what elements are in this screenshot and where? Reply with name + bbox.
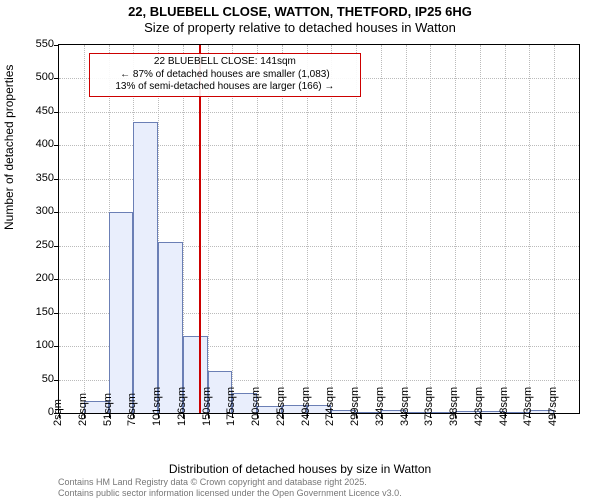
y-tick <box>54 179 59 180</box>
x-tick-label: 348sqm <box>399 387 411 426</box>
y-tick-label: 400 <box>14 138 54 150</box>
x-tick-label: 324sqm <box>374 387 386 426</box>
grid-line-vertical <box>554 45 555 413</box>
grid-line-vertical <box>307 45 308 413</box>
grid-line-vertical <box>529 45 530 413</box>
grid-line-vertical <box>282 45 283 413</box>
y-tick-label: 100 <box>14 339 54 351</box>
reference-line <box>199 45 201 413</box>
y-tick <box>54 145 59 146</box>
grid-line-vertical <box>331 45 332 413</box>
y-tick-label: 300 <box>14 205 54 217</box>
chart-container: 22, BLUEBELL CLOSE, WATTON, THETFORD, IP… <box>0 0 600 500</box>
grid-line-vertical <box>232 45 233 413</box>
x-tick-label: 2sqm <box>52 399 64 426</box>
grid-line-vertical <box>381 45 382 413</box>
annotation-box: 22 BLUEBELL CLOSE: 141sqm← 87% of detach… <box>89 53 361 97</box>
y-tick <box>54 45 59 46</box>
x-tick-label: 398sqm <box>448 387 460 426</box>
x-tick-label: 299sqm <box>349 387 361 426</box>
x-tick-label: 101sqm <box>151 387 163 426</box>
y-tick-label: 450 <box>14 105 54 117</box>
y-tick-label: 0 <box>14 406 54 418</box>
grid-line-vertical <box>84 45 85 413</box>
x-tick-label: 274sqm <box>324 387 336 426</box>
y-tick-label: 150 <box>14 306 54 318</box>
y-tick-label: 50 <box>14 373 54 385</box>
x-tick-label: 76sqm <box>126 393 138 426</box>
y-tick-label: 500 <box>14 71 54 83</box>
y-tick <box>54 112 59 113</box>
x-tick-label: 150sqm <box>201 387 213 426</box>
grid-line-vertical <box>257 45 258 413</box>
x-tick-label: 373sqm <box>423 387 435 426</box>
x-tick-label: 175sqm <box>225 387 237 426</box>
y-tick <box>54 279 59 280</box>
y-tick-label: 350 <box>14 172 54 184</box>
plot-area: 22 BLUEBELL CLOSE: 141sqm← 87% of detach… <box>58 44 580 414</box>
y-tick <box>54 78 59 79</box>
chart-title-main: 22, BLUEBELL CLOSE, WATTON, THETFORD, IP… <box>0 4 600 20</box>
grid-line-vertical <box>480 45 481 413</box>
chart-title-block: 22, BLUEBELL CLOSE, WATTON, THETFORD, IP… <box>0 0 600 37</box>
grid-line-vertical <box>430 45 431 413</box>
chart-title-sub: Size of property relative to detached ho… <box>0 20 600 36</box>
y-tick-label: 250 <box>14 239 54 251</box>
y-tick-label: 550 <box>14 38 54 50</box>
x-tick-label: 26sqm <box>77 393 89 426</box>
footer-line-1: Contains HM Land Registry data © Crown c… <box>58 477 402 487</box>
histogram-bar <box>133 122 158 413</box>
x-tick-label: 225sqm <box>275 387 287 426</box>
grid-line-horizontal <box>59 112 579 113</box>
x-tick-label: 497sqm <box>547 387 559 426</box>
x-tick-label: 51sqm <box>102 393 114 426</box>
grid-line-vertical <box>455 45 456 413</box>
annotation-line: 22 BLUEBELL CLOSE: 141sqm <box>94 56 356 69</box>
grid-line-vertical <box>208 45 209 413</box>
annotation-line: 13% of semi-detached houses are larger (… <box>94 81 356 94</box>
y-tick <box>54 313 59 314</box>
histogram-bar <box>109 212 134 413</box>
grid-line-vertical <box>356 45 357 413</box>
x-axis-label: Distribution of detached houses by size … <box>0 462 600 476</box>
footer-line-2: Contains public sector information licen… <box>58 488 402 498</box>
y-tick <box>54 346 59 347</box>
chart-footer: Contains HM Land Registry data © Crown c… <box>58 477 402 498</box>
grid-line-vertical <box>406 45 407 413</box>
y-tick <box>54 380 59 381</box>
y-tick <box>54 212 59 213</box>
x-tick-label: 423sqm <box>473 387 485 426</box>
y-tick <box>54 246 59 247</box>
annotation-line: ← 87% of detached houses are smaller (1,… <box>94 69 356 82</box>
y-tick-label: 200 <box>14 272 54 284</box>
x-tick-label: 126sqm <box>176 387 188 426</box>
grid-line-vertical <box>505 45 506 413</box>
x-tick-label: 473sqm <box>522 387 534 426</box>
x-tick-label: 249sqm <box>300 387 312 426</box>
x-tick-label: 200sqm <box>250 387 262 426</box>
x-tick-label: 448sqm <box>498 387 510 426</box>
